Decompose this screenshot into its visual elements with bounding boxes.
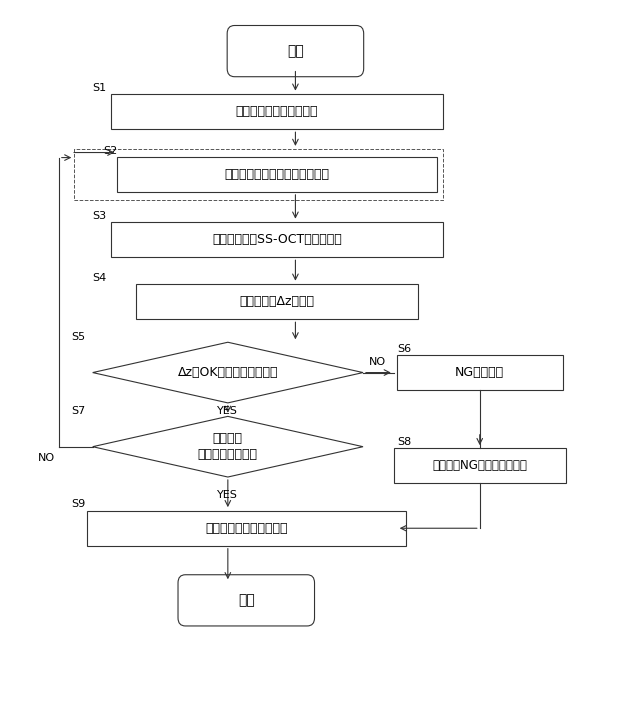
Text: 搬回体は
完成しているか？: 搬回体は 完成しているか？: [198, 432, 258, 461]
Text: 巻回停止、シート材切断: 巻回停止、シート材切断: [205, 522, 287, 535]
Text: 搬回体に対しSS-OCT測定を実施: 搬回体に対しSS-OCT測定を実施: [212, 233, 342, 246]
Text: S3: S3: [93, 211, 107, 221]
Text: S9: S9: [71, 499, 85, 510]
Bar: [117, 157, 436, 192]
Text: ΔzがOK範囲内であるか？: ΔzがOK範囲内であるか？: [177, 366, 278, 379]
FancyBboxPatch shape: [178, 575, 314, 626]
Text: 終了: 終了: [238, 593, 255, 607]
Text: NO: NO: [369, 357, 386, 367]
Bar: [136, 284, 419, 319]
Text: S5: S5: [71, 332, 85, 343]
Text: S1: S1: [93, 83, 107, 93]
Text: YES: YES: [218, 406, 238, 416]
Bar: [86, 511, 406, 545]
Bar: [74, 149, 443, 199]
Text: NO: NO: [38, 453, 55, 463]
Text: S4: S4: [93, 273, 107, 283]
Text: 巻き芯へシート材を設置: 巻き芯へシート材を設置: [236, 105, 318, 118]
Text: 巻き芯を回転させ搬回体を形成: 巻き芯を回転させ搬回体を形成: [225, 168, 330, 181]
Text: YES: YES: [218, 489, 238, 500]
Text: 巻きズレ量Δzを算出: 巻きズレ量Δzを算出: [239, 296, 314, 308]
Polygon shape: [93, 343, 363, 403]
Text: S8: S8: [397, 437, 411, 446]
Bar: [397, 355, 563, 390]
Text: 開始: 開始: [287, 44, 304, 58]
Bar: [394, 448, 566, 483]
FancyBboxPatch shape: [227, 25, 364, 77]
Text: S7: S7: [71, 406, 85, 416]
Bar: [111, 223, 443, 258]
Text: S2: S2: [104, 145, 118, 156]
Text: S6: S6: [397, 344, 411, 354]
Text: 搬回体がNGである旨を表示: 搬回体がNGである旨を表示: [432, 459, 527, 472]
Bar: [111, 94, 443, 129]
Text: NG信号出力: NG信号出力: [455, 366, 504, 379]
Polygon shape: [93, 416, 363, 477]
